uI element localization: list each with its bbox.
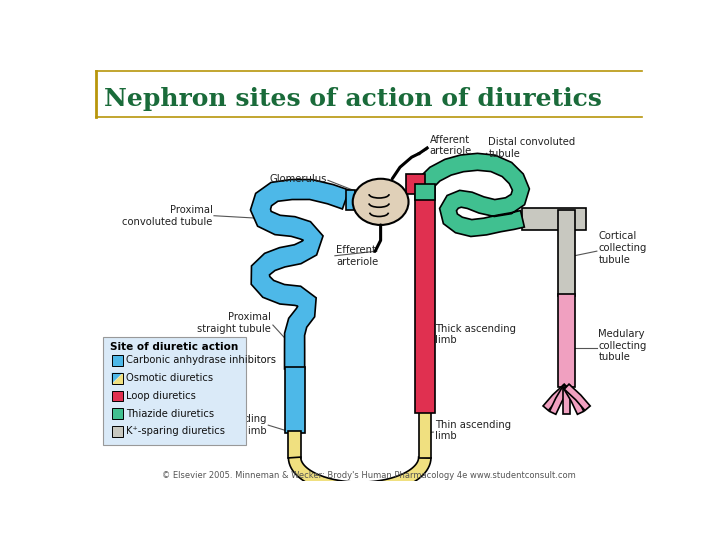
Polygon shape: [289, 431, 301, 457]
Polygon shape: [112, 373, 122, 383]
Text: Site of diuretic action: Site of diuretic action: [110, 342, 238, 352]
Polygon shape: [564, 384, 590, 410]
Polygon shape: [112, 373, 122, 383]
Text: Carbonic anhydrase inhibitors: Carbonic anhydrase inhibitors: [127, 355, 276, 366]
Polygon shape: [564, 385, 584, 414]
Ellipse shape: [353, 179, 408, 225]
Polygon shape: [523, 208, 586, 230]
Text: Loop diuretics: Loop diuretics: [127, 391, 197, 401]
Polygon shape: [415, 184, 435, 200]
Polygon shape: [543, 384, 569, 410]
Polygon shape: [406, 174, 425, 194]
Polygon shape: [418, 411, 431, 457]
Text: Glomerulus: Glomerulus: [269, 174, 326, 184]
Text: K⁺-sparing diuretics: K⁺-sparing diuretics: [127, 426, 225, 436]
Text: Afferent
arteriole: Afferent arteriole: [429, 135, 472, 157]
Bar: [112, 355, 122, 366]
FancyBboxPatch shape: [103, 338, 246, 445]
Text: Thin ascending
limb: Thin ascending limb: [435, 420, 511, 441]
Polygon shape: [415, 184, 435, 413]
Text: Thiazide diuretics: Thiazide diuretics: [127, 409, 215, 419]
Text: Proximal
convoluted tubule: Proximal convoluted tubule: [122, 205, 212, 226]
Polygon shape: [558, 294, 575, 387]
Polygon shape: [549, 385, 570, 414]
Text: Efferent
arteriole: Efferent arteriole: [336, 245, 379, 267]
Text: Cortical
collecting
tubule: Cortical collecting tubule: [598, 232, 647, 265]
Polygon shape: [346, 190, 355, 210]
Bar: [112, 426, 122, 437]
Polygon shape: [251, 180, 349, 369]
Text: Distal convoluted
tubule: Distal convoluted tubule: [488, 137, 575, 159]
Text: Proximal
straight tubule: Proximal straight tubule: [197, 312, 271, 334]
Polygon shape: [289, 457, 431, 495]
Bar: [112, 408, 122, 419]
Polygon shape: [563, 387, 570, 414]
Polygon shape: [419, 153, 529, 237]
Bar: [112, 390, 122, 401]
Text: Osmotic diuretics: Osmotic diuretics: [127, 373, 214, 383]
Text: Medulary
collecting
tubule: Medulary collecting tubule: [598, 329, 647, 362]
Text: Thick ascending
limb: Thick ascending limb: [435, 323, 516, 345]
Text: Nephron sites of action of diuretics: Nephron sites of action of diuretics: [104, 87, 602, 111]
Polygon shape: [558, 210, 575, 296]
Text: © Elsevier 2005. Minneman & Wecker: Brody's Human Pharmacology 4e www.studentcon: © Elsevier 2005. Minneman & Wecker: Brod…: [162, 471, 576, 480]
Text: Thin descending
limb: Thin descending limb: [184, 414, 266, 436]
Polygon shape: [284, 367, 305, 433]
